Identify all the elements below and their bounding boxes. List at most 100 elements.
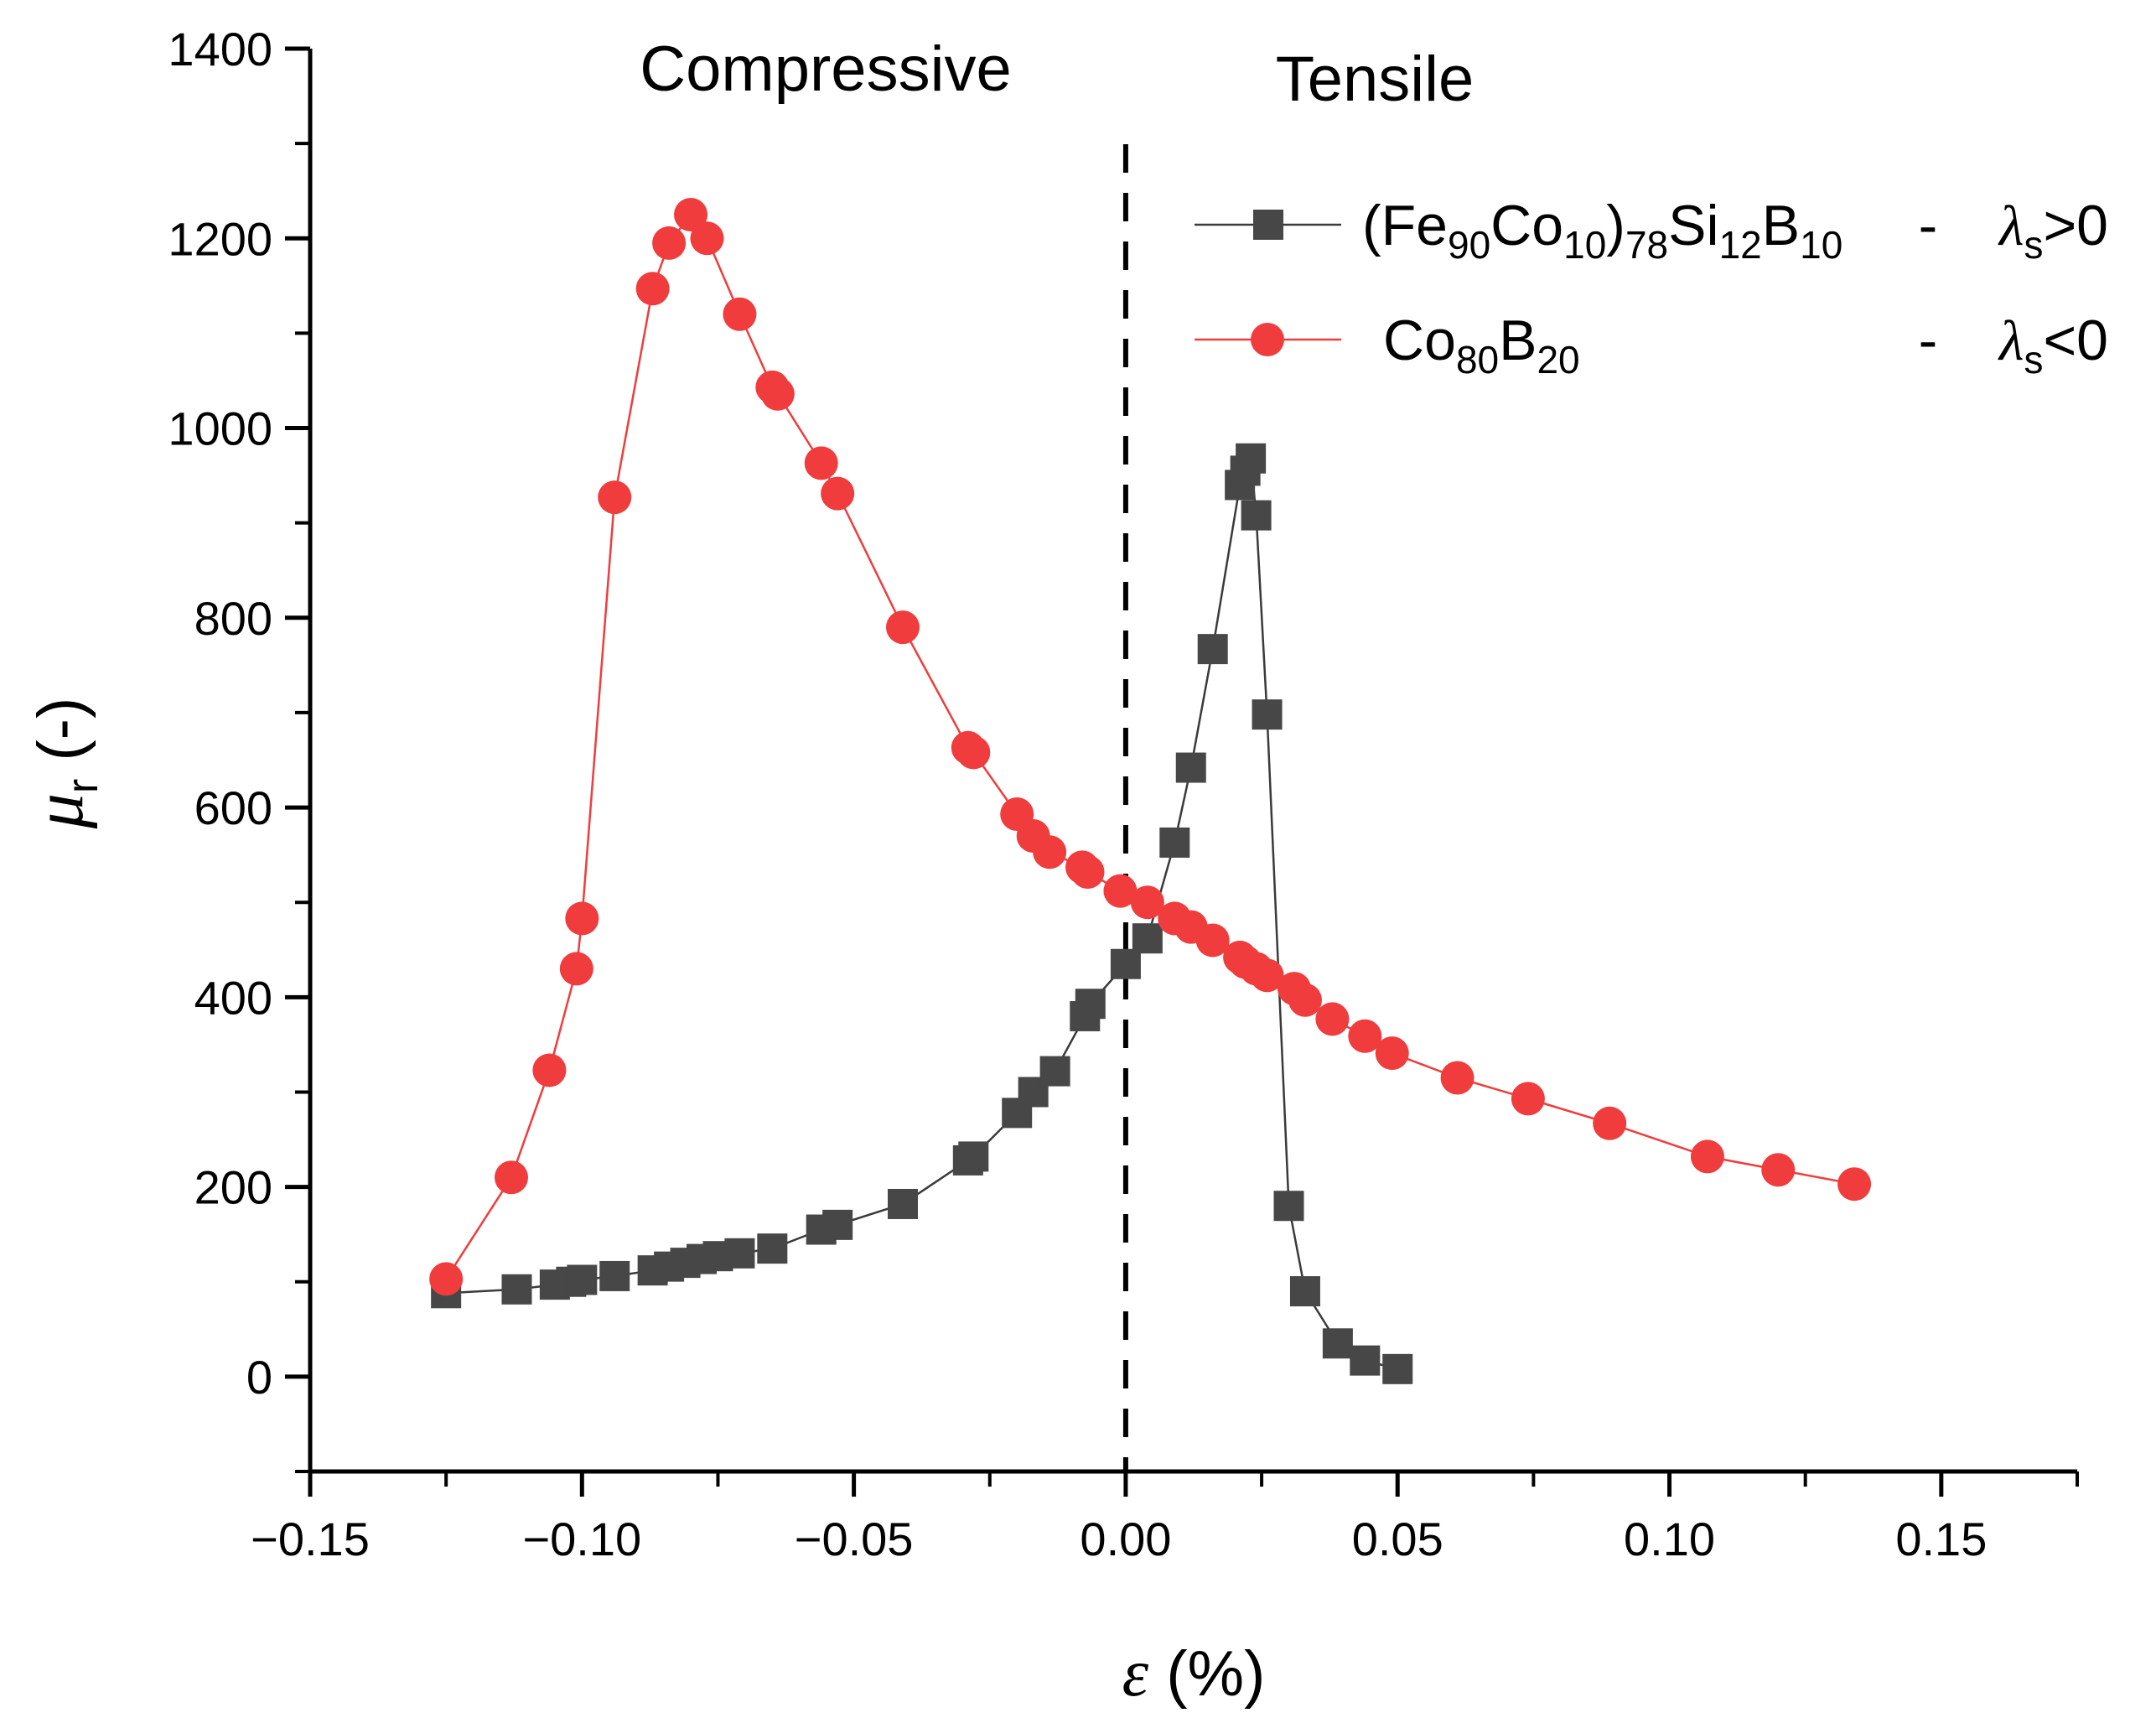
data-point-circle	[1348, 1019, 1382, 1053]
legend-text-part: )	[1606, 194, 1625, 257]
legend-text-part: B	[1762, 194, 1800, 257]
data-point-circle	[1593, 1106, 1627, 1140]
legend-subscript: 78	[1625, 223, 1668, 267]
legend-lambda: λ	[1998, 194, 2024, 257]
x-tick-label: 0.00	[1080, 1513, 1171, 1565]
legend-subscript: 12	[1719, 223, 1762, 267]
data-point-circle	[1250, 958, 1284, 993]
data-point-square	[1175, 752, 1206, 783]
chart-axes	[285, 46, 2079, 1497]
data-point-circle	[1130, 885, 1164, 920]
data-point-square	[567, 1264, 598, 1295]
x-axis-title-symbol: ε	[1122, 1637, 1149, 1710]
legend-text-part: Si	[1668, 194, 1718, 257]
data-point-square	[724, 1238, 755, 1269]
legend-subscript: 90	[1448, 223, 1490, 267]
x-tick-label: 0.05	[1352, 1513, 1443, 1565]
legend-text-part: Co	[1383, 309, 1456, 372]
annotation-compressive: Compressive	[640, 34, 1011, 105]
data-point-square	[501, 1274, 532, 1305]
y-axis-title-symbol: μ	[20, 793, 98, 829]
data-point-circle	[1033, 835, 1067, 869]
data-point-circle	[429, 1262, 464, 1296]
data-point-circle	[1440, 1061, 1474, 1095]
data-point-circle	[494, 1160, 528, 1195]
data-point-square	[1159, 827, 1190, 858]
legend-label-1: Co80B20	[1383, 309, 1580, 381]
legend-inequality: <0	[2043, 309, 2108, 372]
data-point-square	[1110, 948, 1141, 979]
data-point-square	[1289, 1276, 1320, 1307]
y-axis-title: μr (-)	[20, 698, 107, 830]
y-tick-label: 600	[194, 781, 272, 834]
series-line-1	[445, 212, 1855, 1280]
data-point-square	[1382, 1353, 1413, 1384]
data-point-square	[1075, 989, 1106, 1020]
legend-dash: -	[1919, 309, 1938, 372]
data-point-circle	[559, 952, 593, 986]
legend-lambda: λ	[1998, 309, 2024, 372]
data-point-circle	[635, 272, 670, 306]
data-point-square	[1273, 1191, 1304, 1222]
data-point-circle	[1070, 854, 1105, 889]
y-tick-label: 400	[194, 971, 272, 1024]
x-tick-label: −0.15	[251, 1513, 370, 1565]
data-point-square	[599, 1260, 630, 1291]
legend-text-part: Co	[1490, 194, 1563, 257]
x-axis-title-unit: (%)	[1148, 1638, 1265, 1710]
legend-label-0: (Fe90Co10)78Si12B10	[1362, 194, 1842, 267]
data-point-circle	[674, 197, 708, 231]
data-point-circle	[1288, 983, 1322, 1017]
legend-marker-circle	[1251, 323, 1284, 356]
y-axis-title-unit: (-)	[25, 698, 96, 779]
data-point-circle	[565, 901, 599, 936]
x-tick-label: −0.10	[522, 1513, 641, 1565]
y-tick-label: 1200	[168, 212, 272, 265]
data-point-circle	[760, 376, 795, 411]
y-tick-label: 0	[246, 1351, 272, 1404]
data-point-circle	[690, 221, 724, 256]
data-point-circle	[1837, 1167, 1872, 1202]
data-point-square	[1039, 1056, 1070, 1087]
series-lines	[445, 212, 1855, 1371]
data-point-circle	[1103, 874, 1138, 908]
legend-inequality: >0	[2043, 194, 2108, 257]
data-point-circle	[723, 297, 757, 331]
legend-subscript: s	[2024, 223, 2043, 267]
legend-text-part: (Fe	[1362, 194, 1448, 257]
legend-condition-1: λs<0	[1998, 309, 2108, 381]
y-tick-label: 1000	[168, 402, 272, 455]
x-tick-label: −0.05	[795, 1513, 914, 1565]
legend-subscript: 80	[1456, 338, 1499, 381]
data-point-circle	[1375, 1036, 1409, 1071]
data-point-circle	[652, 226, 687, 260]
legend-dash: -	[1919, 194, 1938, 257]
data-point-square	[1197, 634, 1228, 665]
annotation-tensile: Tensile	[1276, 44, 1474, 115]
data-point-circle	[1195, 923, 1230, 958]
y-tick-label: 1400	[168, 23, 272, 75]
y-tick-label: 200	[194, 1161, 272, 1214]
data-point-square	[958, 1141, 989, 1172]
data-point-circle	[598, 480, 632, 515]
data-point-circle	[1315, 1002, 1350, 1036]
legend-subscript: 10	[1563, 223, 1606, 267]
data-point-circle	[804, 446, 838, 480]
x-tick-label: 0.15	[1895, 1513, 1987, 1565]
legend-subscript: 10	[1800, 223, 1842, 267]
data-point-circle	[956, 735, 991, 770]
y-tick-label: 800	[194, 592, 272, 645]
data-point-square	[822, 1209, 853, 1240]
legend-condition-0: λs>0	[1998, 194, 2108, 267]
x-tick-label: 0.10	[1624, 1513, 1715, 1565]
chart-text: Compressive Tensile −0.15 −0.10 −0.05 0.00 0…	[20, 23, 1987, 1710]
data-point-circle	[885, 610, 920, 645]
data-point-square	[1350, 1345, 1381, 1376]
data-point-square	[887, 1188, 918, 1219]
data-point-circle	[1511, 1082, 1545, 1116]
data-point-square	[1252, 699, 1283, 730]
data-point-circle	[1761, 1153, 1796, 1187]
data-point-square	[757, 1233, 788, 1264]
